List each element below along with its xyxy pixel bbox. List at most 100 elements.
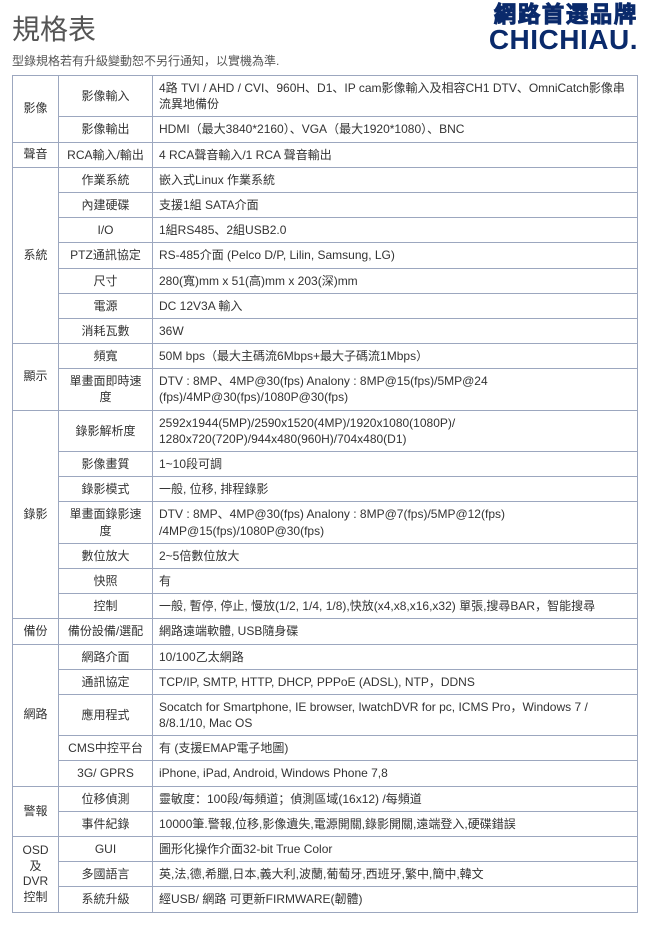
table-row: PTZ通訊協定RS-485介面 (Pelco D/P, Lilin, Samsu… <box>13 243 638 268</box>
table-row: 警報位移偵測靈敏度：100段/每頻道；偵測區域(16x12) /每頻道 <box>13 786 638 811</box>
spec-label: 通訊協定 <box>59 669 153 694</box>
spec-label: 頻寬 <box>59 344 153 369</box>
spec-label: 備份設備/選配 <box>59 619 153 644</box>
spec-label: RCA輸入/輸出 <box>59 142 153 167</box>
spec-value: 1~10段可調 <box>153 452 638 477</box>
spec-value: 一般, 暫停, 停止, 慢放(1/2, 1/4, 1/8),快放(x4,x8,x… <box>153 594 638 619</box>
table-row: 系統升級經USB/ 網路 可更新FIRMWARE(韌體) <box>13 887 638 912</box>
table-row: 消耗瓦數36W <box>13 318 638 343</box>
category-cell: 警報 <box>13 786 59 836</box>
spec-value: 有 <box>153 568 638 593</box>
spec-value: 有 (支援EMAP電子地圖) <box>153 736 638 761</box>
spec-label: 影像輸入 <box>59 76 153 117</box>
table-row: 電源DC 12V3A 輸入 <box>13 293 638 318</box>
spec-value: 一般, 位移, 排程錄影 <box>153 477 638 502</box>
category-cell: 聲音 <box>13 142 59 167</box>
spec-value: 4路 TVI / AHD / CVI、960H、D1、IP cam影像輸入及相容… <box>153 76 638 117</box>
spec-value: TCP/IP, SMTP, HTTP, DHCP, PPPoE (ADSL), … <box>153 669 638 694</box>
spec-value: 280(寬)mm x 51(高)mm x 203(深)mm <box>153 268 638 293</box>
table-row: 尺寸280(寬)mm x 51(高)mm x 203(深)mm <box>13 268 638 293</box>
spec-label: 單畫面即時速度 <box>59 369 153 410</box>
table-row: 多國語言英,法,德,希臘,日本,義大利,波蘭,葡萄牙,西班牙,繁中,簡中,韓文 <box>13 862 638 887</box>
category-cell: 網路 <box>13 644 59 786</box>
table-row: 影像畫質1~10段可調 <box>13 452 638 477</box>
spec-value: 10/100乙太網路 <box>153 644 638 669</box>
brand-tagline: 網路首選品牌 <box>489 4 638 26</box>
spec-label: CMS中控平台 <box>59 736 153 761</box>
table-row: 網路網路介面10/100乙太網路 <box>13 644 638 669</box>
spec-value: 英,法,德,希臘,日本,義大利,波蘭,葡萄牙,西班牙,繁中,簡中,韓文 <box>153 862 638 887</box>
table-row: 事件紀錄10000筆.警報,位移,影像遺失,電源開關,錄影開關,遠端登入,硬碟錯… <box>13 811 638 836</box>
spec-value: 靈敏度：100段/每頻道；偵測區域(16x12) /每頻道 <box>153 786 638 811</box>
table-row: 應用程式Socatch for Smartphone, IE browser, … <box>13 694 638 735</box>
category-cell: 錄影 <box>13 410 59 619</box>
spec-table: 影像影像輸入4路 TVI / AHD / CVI、960H、D1、IP cam影… <box>12 75 638 913</box>
spec-label: 應用程式 <box>59 694 153 735</box>
spec-value: 50M bps（最大主碼流6Mbps+最大子碼流1Mbps） <box>153 344 638 369</box>
spec-label: 尺寸 <box>59 268 153 293</box>
spec-label: 控制 <box>59 594 153 619</box>
table-row: 通訊協定TCP/IP, SMTP, HTTP, DHCP, PPPoE (ADS… <box>13 669 638 694</box>
spec-label: 錄影模式 <box>59 477 153 502</box>
table-row: 錄影模式一般, 位移, 排程錄影 <box>13 477 638 502</box>
table-row: 系統作業系統嵌入式Linux 作業系統 <box>13 167 638 192</box>
table-row: 數位放大2~5倍數位放大 <box>13 543 638 568</box>
spec-label: 快照 <box>59 568 153 593</box>
spec-label: PTZ通訊協定 <box>59 243 153 268</box>
table-row: 單畫面即時速度DTV : 8MP、4MP@30(fps) Analony : 8… <box>13 369 638 410</box>
table-row: 顯示頻寬50M bps（最大主碼流6Mbps+最大子碼流1Mbps） <box>13 344 638 369</box>
table-row: 聲音RCA輸入/輸出4 RCA聲音輸入/1 RCA 聲音輸出 <box>13 142 638 167</box>
brand-name: CHICHIAU. <box>489 26 638 54</box>
spec-label: 影像畫質 <box>59 452 153 477</box>
spec-value: 經USB/ 網路 可更新FIRMWARE(韌體) <box>153 887 638 912</box>
spec-label: 單畫面錄影速度 <box>59 502 153 543</box>
spec-label: 消耗瓦數 <box>59 318 153 343</box>
spec-value: 網路遠端軟體, USB隨身碟 <box>153 619 638 644</box>
spec-value: 4 RCA聲音輸入/1 RCA 聲音輸出 <box>153 142 638 167</box>
spec-value: 10000筆.警報,位移,影像遺失,電源開關,錄影開關,遠端登入,硬碟錯誤 <box>153 811 638 836</box>
spec-label: 內建硬碟 <box>59 192 153 217</box>
table-row: 單畫面錄影速度DTV : 8MP、4MP@30(fps) Analony : 8… <box>13 502 638 543</box>
spec-value: 嵌入式Linux 作業系統 <box>153 167 638 192</box>
spec-value: 支援1組 SATA介面 <box>153 192 638 217</box>
spec-label: 作業系統 <box>59 167 153 192</box>
spec-label: I/O <box>59 218 153 243</box>
spec-label: 影像輸出 <box>59 117 153 142</box>
table-row: 備份備份設備/選配網路遠端軟體, USB隨身碟 <box>13 619 638 644</box>
category-cell: 影像 <box>13 76 59 143</box>
spec-label: 事件紀錄 <box>59 811 153 836</box>
category-cell: OSD及DVR控制 <box>13 837 59 913</box>
table-row: 影像影像輸入4路 TVI / AHD / CVI、960H、D1、IP cam影… <box>13 76 638 117</box>
spec-value: HDMI（最大3840*2160）、VGA（最大1920*1080）、BNC <box>153 117 638 142</box>
spec-label: 電源 <box>59 293 153 318</box>
table-row: 控制一般, 暫停, 停止, 慢放(1/2, 1/4, 1/8),快放(x4,x8… <box>13 594 638 619</box>
table-row: 快照有 <box>13 568 638 593</box>
spec-value: 36W <box>153 318 638 343</box>
table-row: I/O1組RS485、2組USB2.0 <box>13 218 638 243</box>
table-row: 影像輸出HDMI（最大3840*2160）、VGA（最大1920*1080）、B… <box>13 117 638 142</box>
spec-label: 位移偵測 <box>59 786 153 811</box>
category-cell: 顯示 <box>13 344 59 411</box>
spec-value: 2592x1944(5MP)/2590x1520(4MP)/1920x1080(… <box>153 410 638 451</box>
spec-value: 圖形化操作介面32-bit True Color <box>153 837 638 862</box>
table-row: CMS中控平台有 (支援EMAP電子地圖) <box>13 736 638 761</box>
spec-label: GUI <box>59 837 153 862</box>
table-row: 內建硬碟支援1組 SATA介面 <box>13 192 638 217</box>
category-cell: 系統 <box>13 167 59 343</box>
spec-label: 系統升級 <box>59 887 153 912</box>
spec-label: 錄影解析度 <box>59 410 153 451</box>
table-row: OSD及DVR控制GUI圖形化操作介面32-bit True Color <box>13 837 638 862</box>
spec-label: 數位放大 <box>59 543 153 568</box>
spec-label: 網路介面 <box>59 644 153 669</box>
brand-logo: 網路首選品牌 CHICHIAU. <box>489 4 638 54</box>
spec-label: 多國語言 <box>59 862 153 887</box>
spec-value: DTV : 8MP、4MP@30(fps) Analony : 8MP@15(f… <box>153 369 638 410</box>
spec-value: RS-485介面 (Pelco D/P, Lilin, Samsung, LG) <box>153 243 638 268</box>
table-row: 錄影錄影解析度2592x1944(5MP)/2590x1520(4MP)/192… <box>13 410 638 451</box>
spec-value: 2~5倍數位放大 <box>153 543 638 568</box>
spec-value: Socatch for Smartphone, IE browser, Iwat… <box>153 694 638 735</box>
header: 網路首選品牌 CHICHIAU. 規格表 型錄規格若有升級變動恕不另行通知，以實… <box>12 8 638 69</box>
spec-value: DTV : 8MP、4MP@30(fps) Analony : 8MP@7(fp… <box>153 502 638 543</box>
category-cell: 備份 <box>13 619 59 644</box>
spec-value: DC 12V3A 輸入 <box>153 293 638 318</box>
